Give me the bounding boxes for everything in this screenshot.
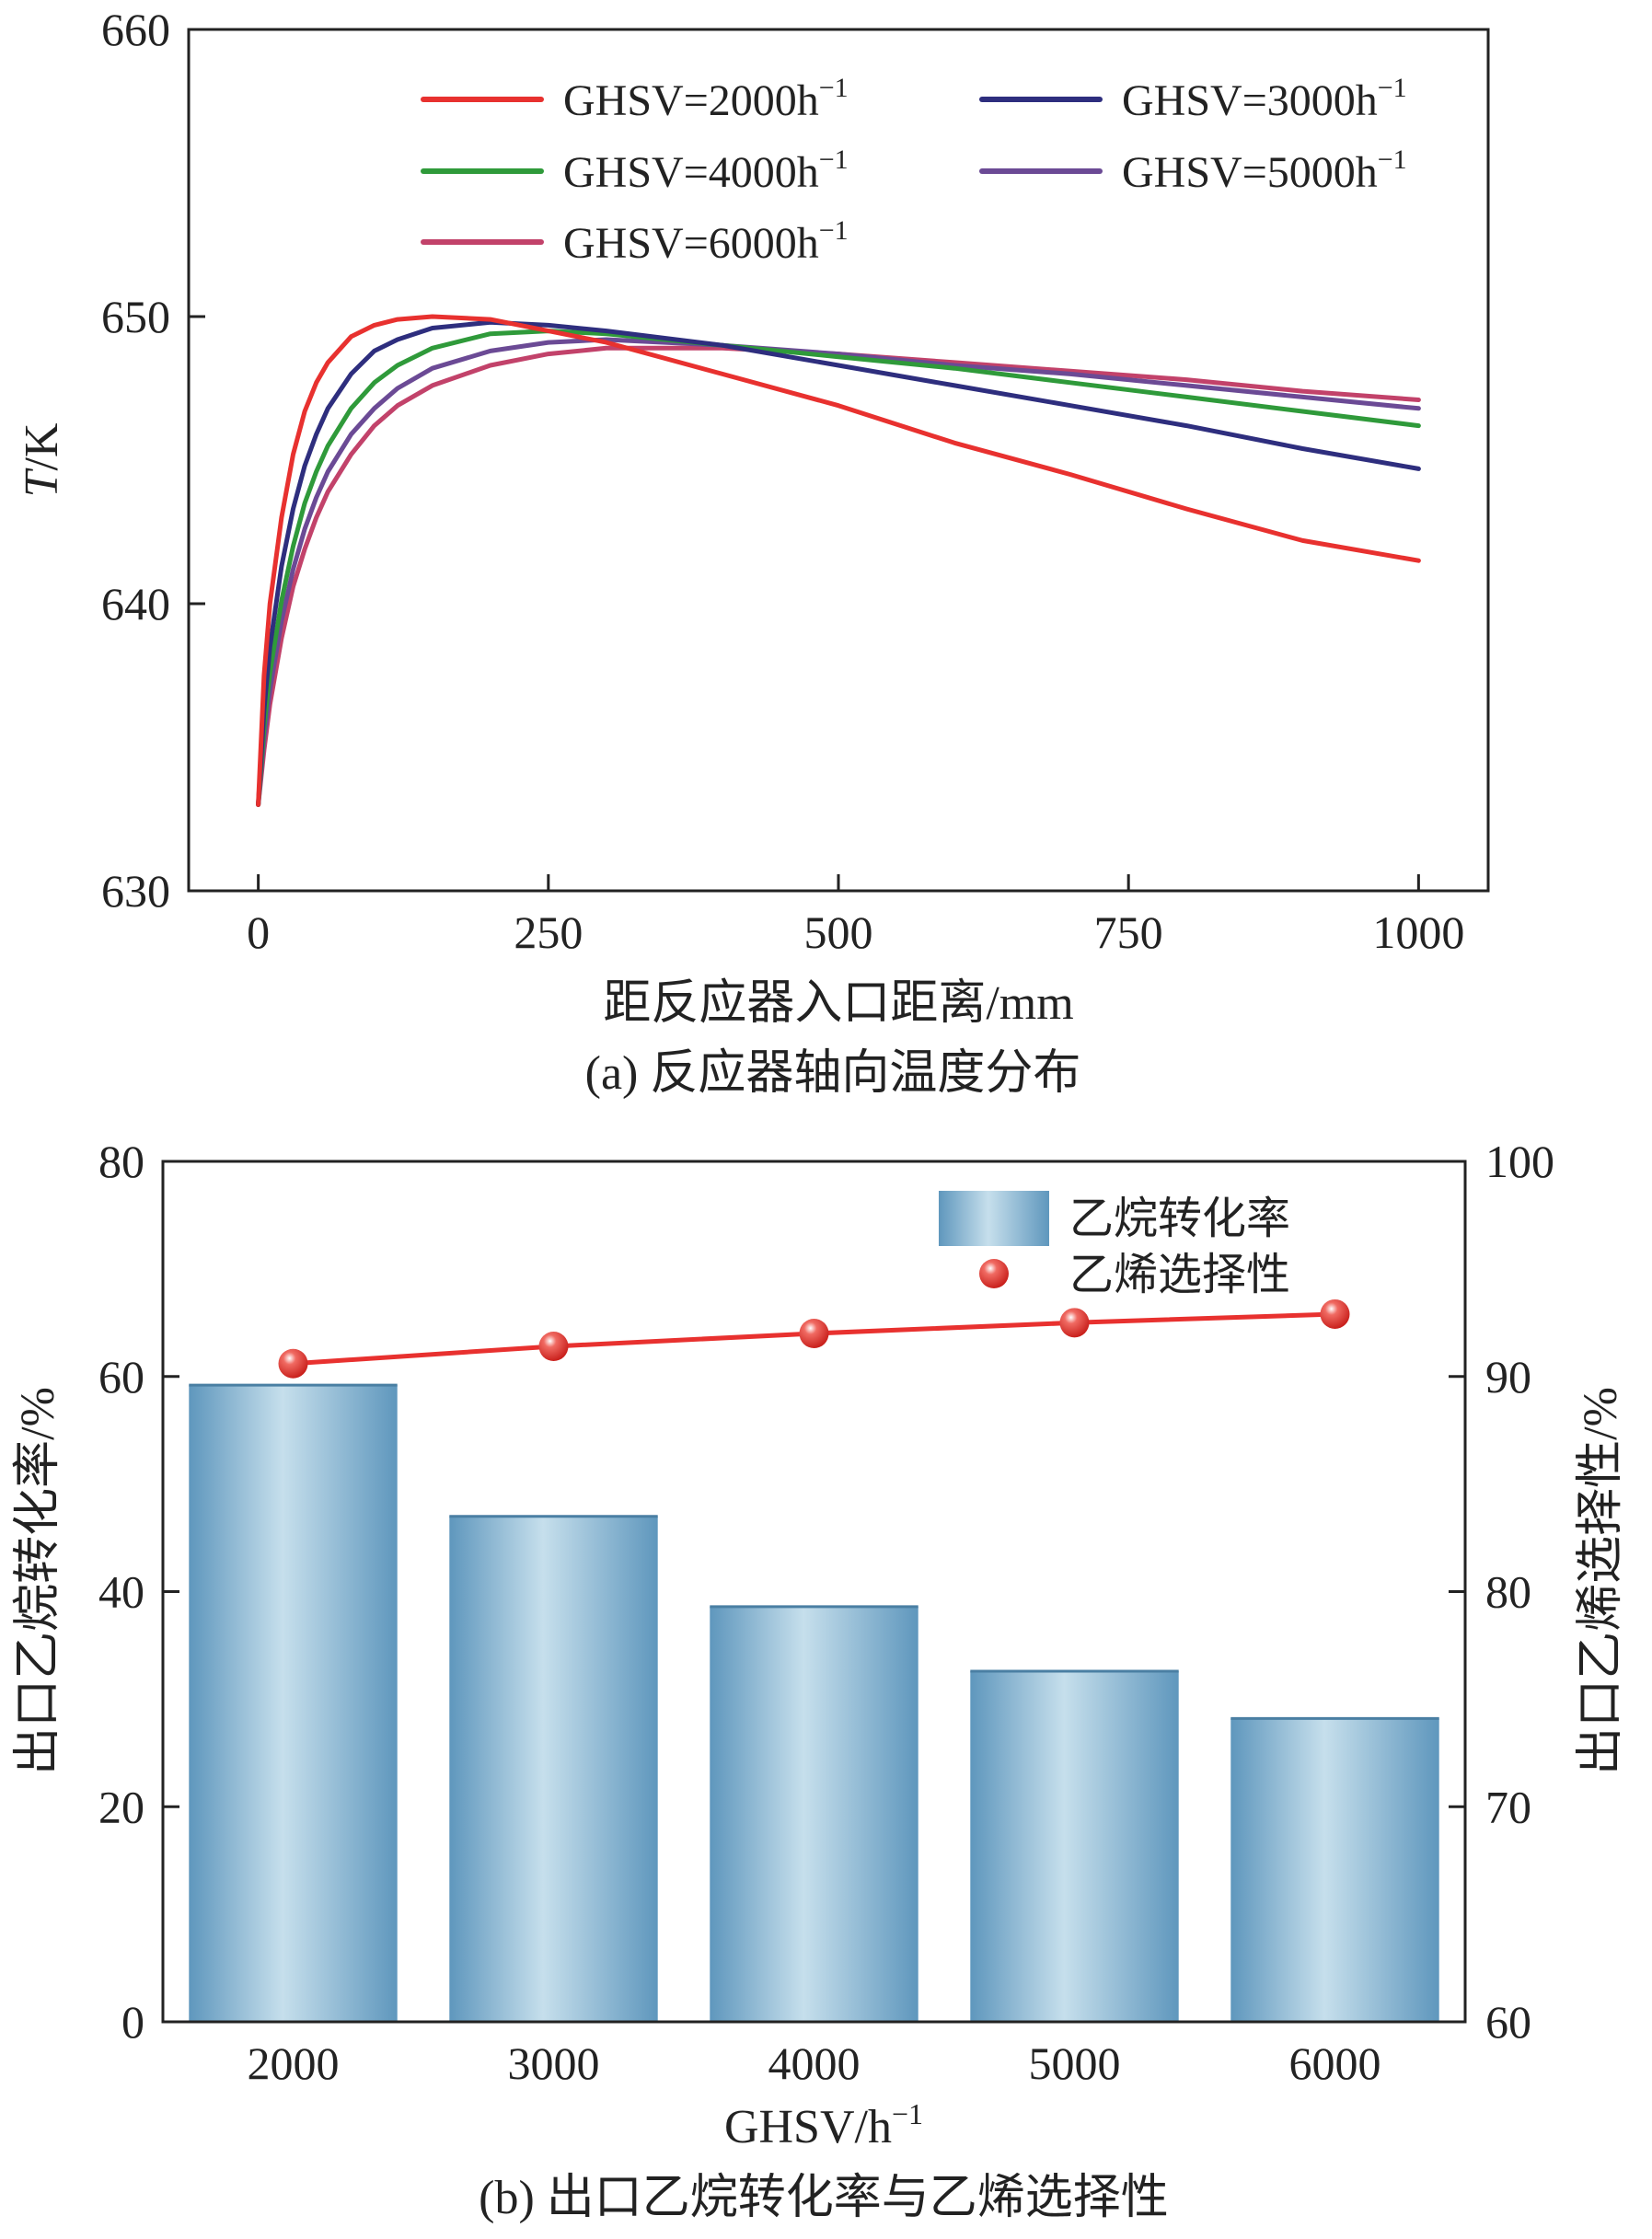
x-tick-label: 5000 xyxy=(1029,2037,1121,2089)
y-tick-label: 630 xyxy=(101,865,170,917)
y-axis-ticks: 630 640 650 660 xyxy=(101,4,205,917)
y-tick-label: 20 xyxy=(98,1781,144,1832)
right-y-axis-label: 出口乙烯选择性/% xyxy=(1575,1387,1627,1775)
legend-swatch-marker xyxy=(979,1259,1009,1288)
right-y-tick-label: 70 xyxy=(1485,1781,1531,1832)
y-axis-label: T/K xyxy=(16,422,68,497)
bar-chart-panel: 2000 3000 4000 5000 6000 0 20 40 60 80 60 70 80 90 1… xyxy=(12,1136,1627,2224)
selectivity-point xyxy=(278,1348,308,1379)
y-tick-label: 60 xyxy=(98,1351,144,1402)
selectivity-point xyxy=(1320,1298,1350,1329)
x-tick-label: 2000 xyxy=(248,2037,340,2089)
legend-label: GHSV=6000h−1 xyxy=(563,215,849,268)
legend-label: GHSV=5000h−1 xyxy=(1122,144,1407,197)
x-axis-label: 距反应器入口距离/mm xyxy=(603,977,1073,1030)
x-axis-ticks: 0 250 500 750 1000 xyxy=(247,874,1464,958)
legend-label: 乙烷转化率 xyxy=(1069,1195,1290,1243)
right-y-tick-label: 100 xyxy=(1485,1136,1554,1187)
line-series-group xyxy=(256,314,1421,807)
bar xyxy=(970,1670,1179,2022)
legend-label: GHSV=3000h−1 xyxy=(1122,73,1407,125)
x-tick-label: 4000 xyxy=(768,2037,861,2089)
y-tick-label: 640 xyxy=(101,578,170,629)
selectivity-point xyxy=(799,1319,829,1348)
series-line xyxy=(256,319,1421,807)
right-y-tick-label: 90 xyxy=(1485,1351,1531,1402)
series-line xyxy=(256,329,1421,807)
y-tick-label: 660 xyxy=(101,4,170,55)
x-tick-label: 1000 xyxy=(1372,906,1464,958)
legend-label: GHSV=4000h−1 xyxy=(563,144,849,197)
series-line xyxy=(256,345,1421,807)
legend: GHSV=2000h−1 GHSV=3000h−1 GHSV=4000h−1 GHSV… xyxy=(421,73,1407,268)
selectivity-series-group xyxy=(278,1298,1350,1379)
line-chart-panel: 0 250 500 750 1000 630 640 650 660 GHSV=2000h−1… xyxy=(16,4,1490,1100)
x-tick-label: 250 xyxy=(514,906,583,958)
right-y-tick-label: 60 xyxy=(1485,1996,1531,2048)
x-tick-label: 3000 xyxy=(508,2037,600,2089)
bar xyxy=(449,1516,658,2022)
x-tick-label: 0 xyxy=(247,906,270,958)
right-y-axis-ticks: 60 70 80 90 100 xyxy=(1449,1136,1554,2048)
y-tick-label: 650 xyxy=(101,291,170,342)
legend-label: 乙烯选择性 xyxy=(1069,1251,1290,1299)
x-tick-label: 750 xyxy=(1094,906,1163,958)
panel-caption: (b) 出口乙烷转化率与乙烯选择性 xyxy=(479,2172,1169,2224)
y-tick-label: 0 xyxy=(121,1996,144,2048)
y-axis-label: 出口乙烷转化率/% xyxy=(12,1387,64,1775)
selectivity-point xyxy=(1059,1308,1090,1338)
y-tick-label: 80 xyxy=(98,1136,144,1187)
x-axis-ticks: 2000 3000 4000 5000 6000 xyxy=(248,2037,1381,2089)
right-y-tick-label: 80 xyxy=(1485,1566,1531,1618)
bar xyxy=(710,1606,918,2022)
bar-series-group xyxy=(189,1383,1439,2022)
y-tick-label: 40 xyxy=(98,1566,144,1618)
series-line xyxy=(256,314,1421,807)
legend-swatch-bar xyxy=(939,1191,1049,1246)
bar xyxy=(189,1385,398,2022)
x-tick-label: 6000 xyxy=(1289,2037,1381,2089)
x-axis-label: GHSV/h−1 xyxy=(724,2097,923,2153)
series-line xyxy=(256,337,1421,807)
legend-label: GHSV=2000h−1 xyxy=(563,73,849,125)
panel-caption: (a) 反应器轴向温度分布 xyxy=(585,1047,1081,1100)
selectivity-point xyxy=(538,1332,569,1362)
y-axis-ticks: 0 20 40 60 80 xyxy=(98,1136,179,2048)
bar xyxy=(1230,1718,1439,2022)
x-tick-label: 500 xyxy=(804,906,873,958)
